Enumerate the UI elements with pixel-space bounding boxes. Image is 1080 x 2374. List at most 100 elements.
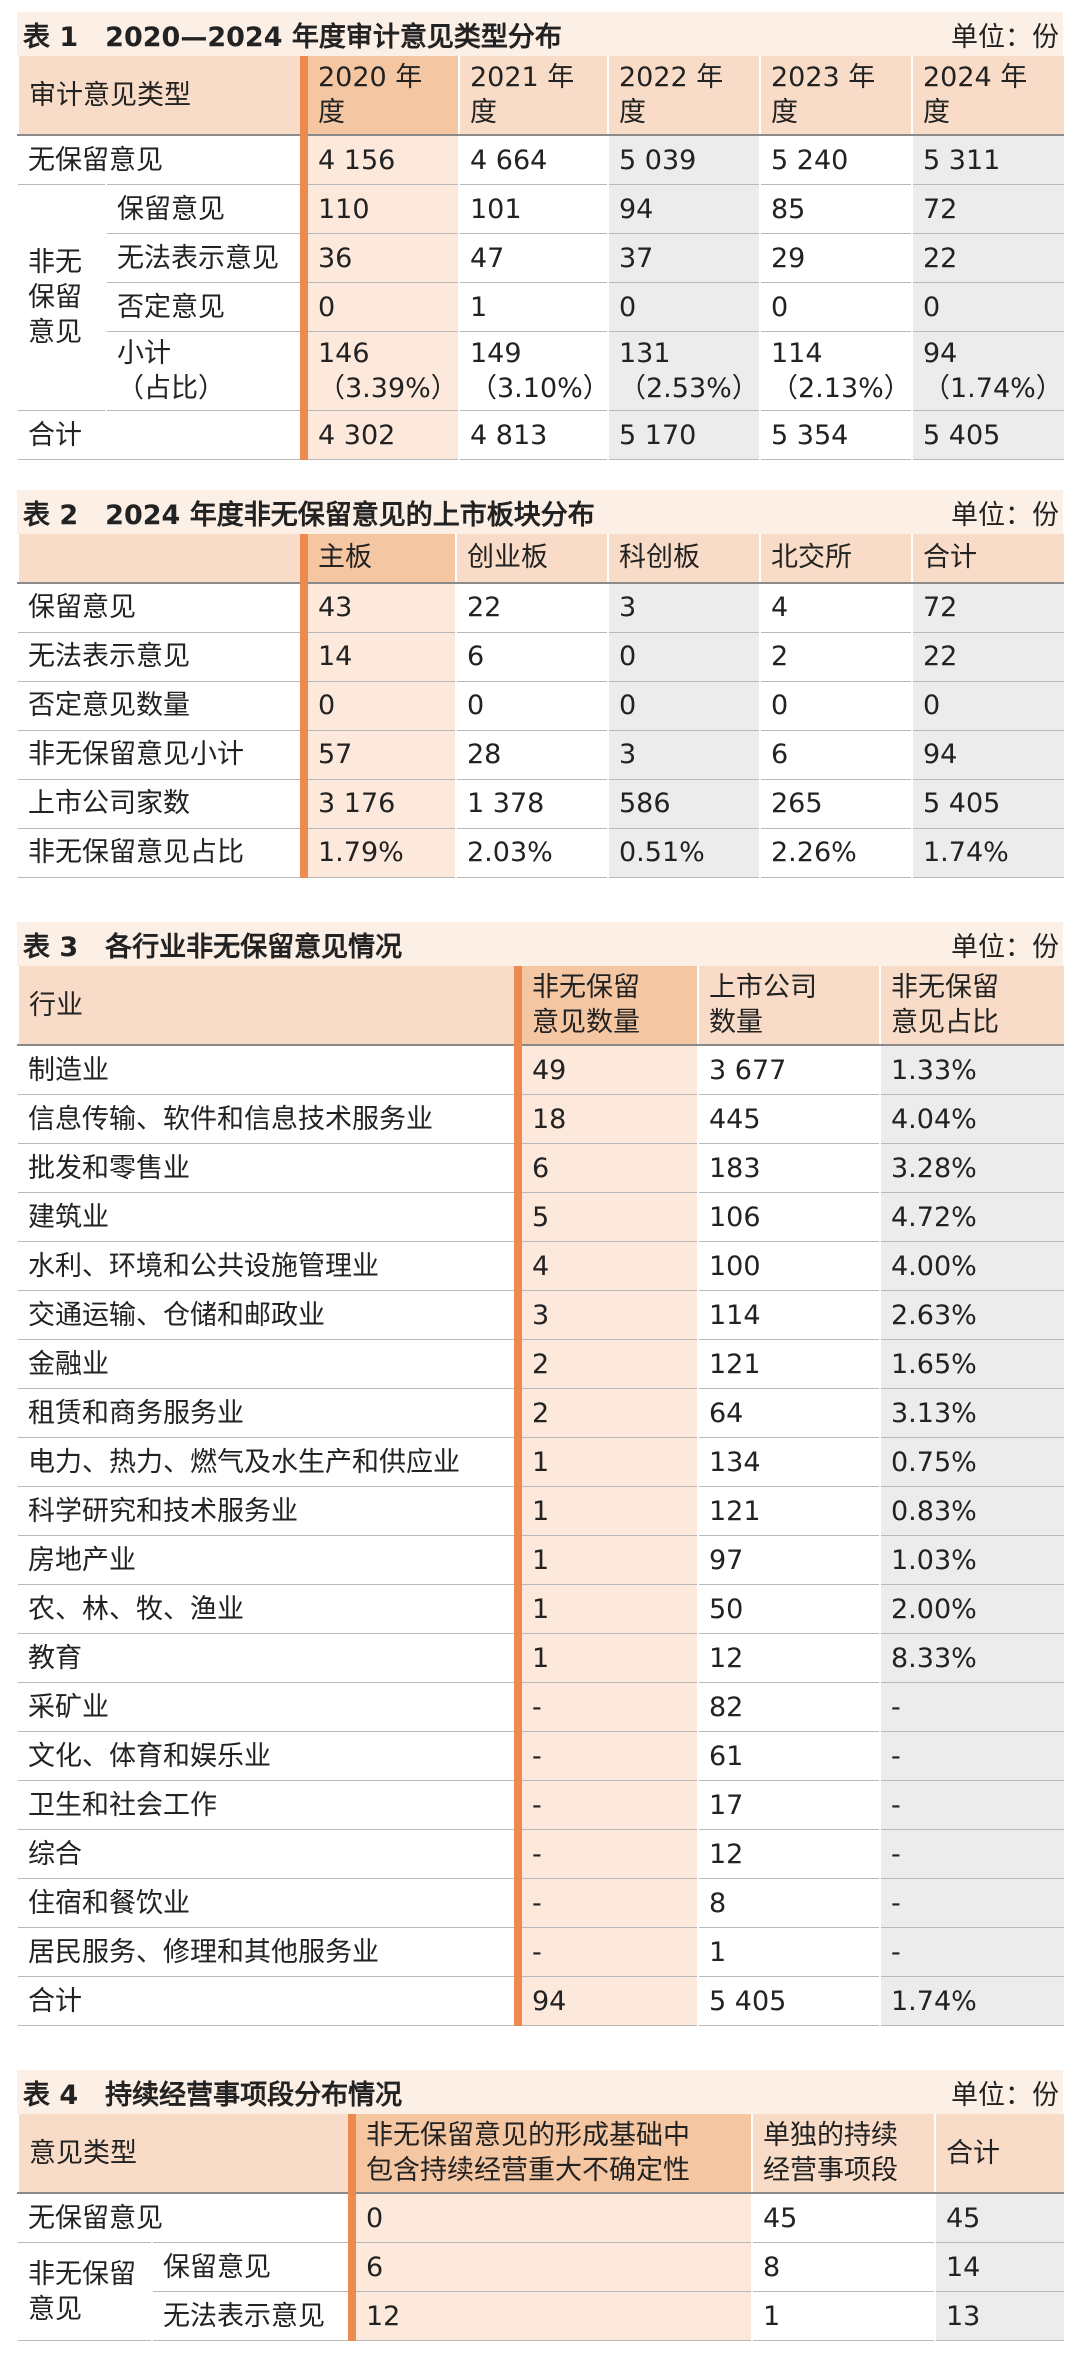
table-row: 无保留意见 0 45 45 <box>18 2193 1064 2244</box>
table-row: 科学研究和技术服务业 1 121 0.83% <box>18 1486 1064 1537</box>
table-row: 非无保留意见占比 1.79% 2.03% 0.51% 2.26% 1.74% <box>18 828 1064 878</box>
value-cell: 85 <box>759 184 912 235</box>
value-cell: 1 <box>697 1927 880 1978</box>
value-cell: 110 <box>300 184 459 235</box>
value-cell: 0 <box>911 681 1064 731</box>
value-cell: 18 <box>514 1094 698 1145</box>
value-cell: 12 <box>697 1829 880 1880</box>
label-cell: 无保留意见 <box>18 2193 352 2244</box>
header-cell: 审计意见类型 <box>17 56 304 137</box>
value-cell: 94 （1.74%） <box>911 331 1064 412</box>
label-cell: 保留意见 <box>151 2242 352 2293</box>
value-cell: - <box>879 1878 1064 1929</box>
value-cell: 0 <box>911 282 1064 333</box>
label-cell: 合计 <box>18 410 304 461</box>
label-cell: 保留意见 <box>105 184 304 235</box>
value-cell: 14 <box>300 632 456 682</box>
label-cell: 无法表示意见 <box>18 632 304 682</box>
value-cell: 8 <box>751 2242 935 2293</box>
label-cell: 小计 （占比） <box>105 331 304 412</box>
table-row: 小计 （占比） 146 （3.39%） 149 （3.10%） 131 （2.53%）… <box>18 331 1064 412</box>
value-cell: 0 <box>607 282 760 333</box>
table-section: 表 1 2020—2024 年度审计意见类型分布 单位：份 审计意见类型 2020 … <box>17 12 1064 461</box>
value-cell: 4 664 <box>458 135 608 186</box>
value-cell: - <box>879 1927 1064 1978</box>
header-cell: 2020 年度 <box>300 56 459 137</box>
header-cell: 2024 年度 <box>911 56 1064 137</box>
table-row: 无法表示意见 12 1 13 <box>18 2291 1064 2342</box>
label-cell: 租赁和商务服务业 <box>18 1388 518 1439</box>
table-row: 非无保留 意见 保留意见 6 8 14 <box>18 2242 1064 2342</box>
value-cell: 29 <box>759 233 912 284</box>
value-cell: - <box>514 1927 698 1978</box>
value-cell: 5 405 <box>697 1976 880 2027</box>
value-cell: 0 <box>607 681 760 731</box>
label-cell: 采矿业 <box>18 1682 518 1733</box>
value-cell: - <box>514 1878 698 1929</box>
value-cell: 131 （2.53%） <box>607 331 760 412</box>
table-row: 住宿和餐饮业 -8- <box>18 1878 1064 1929</box>
value-cell: 17 <box>697 1780 880 1831</box>
table-row: 保留意见 43 22 3 4 72 <box>18 583 1064 633</box>
unit: 单位：份 <box>951 2079 1059 2111</box>
value-cell: 64 <box>697 1388 880 1439</box>
header-row: 审计意见类型 2020 年度 2021 年度 2022 年度 2023 年度 2024 年… <box>17 56 1064 137</box>
value-cell: 134 <box>697 1437 880 1488</box>
value-cell: 36 <box>300 233 459 284</box>
table-row: 电力、热力、燃气及水生产和供应业 1 134 0.75% <box>18 1437 1064 1488</box>
value-cell: 45 <box>751 2193 935 2244</box>
value-cell: 2.03% <box>455 828 608 878</box>
table-row: 房地产业 1 97 1.03% <box>18 1535 1064 1586</box>
header-cell <box>17 534 304 584</box>
value-cell: 47 <box>458 233 608 284</box>
value-cell: - <box>879 1731 1064 1782</box>
value-cell: 586 <box>607 779 760 829</box>
value-cell: 22 <box>911 632 1064 682</box>
value-cell: 72 <box>911 583 1064 633</box>
value-cell: 1 <box>514 1633 698 1684</box>
value-cell: 94 <box>911 730 1064 780</box>
value-cell: 6 <box>759 730 912 780</box>
label-cell: 上市公司家数 <box>18 779 304 829</box>
table-row: 建筑业 5 106 4.72% <box>18 1192 1064 1243</box>
value-cell: 37 <box>607 233 760 284</box>
value-cell: 0 <box>348 2193 752 2244</box>
header-cell: 北交所 <box>759 534 912 584</box>
table: 行业 非无保留 意见数量 上市公司 数量 非无保留 意见占比 制造业 49 3 677 1.3… <box>17 966 1064 2027</box>
value-cell: - <box>514 1780 698 1831</box>
value-cell: 0 <box>455 681 608 731</box>
value-cell: 1.33% <box>879 1045 1064 1096</box>
label-cell: 建筑业 <box>18 1192 518 1243</box>
header-cell: 上市公司 数量 <box>697 966 880 1047</box>
label-cell: 金融业 <box>18 1339 518 1390</box>
label-cell: 批发和零售业 <box>18 1143 518 1194</box>
header-cell: 行业 <box>17 966 518 1047</box>
value-cell: 4 <box>514 1241 698 1292</box>
table-row: 金融业 2 121 1.65% <box>18 1339 1064 1390</box>
value-cell: 1 <box>458 282 608 333</box>
value-cell: 6 <box>455 632 608 682</box>
title-bar: 表 3 各行业非无保留意见情况 单位：份 <box>17 922 1063 966</box>
label-cell: 文化、体育和娱乐业 <box>18 1731 518 1782</box>
table-row: 上市公司家数 3 176 1 378 586 265 5 405 <box>18 779 1064 829</box>
label-cell: 农、林、牧、渔业 <box>18 1584 518 1635</box>
value-cell: 3.28% <box>879 1143 1064 1194</box>
header-cell: 主板 <box>300 534 456 584</box>
value-cell: 1 <box>514 1437 698 1488</box>
table-row: 否定意见数量 0 0 0 0 0 <box>18 681 1064 731</box>
value-cell: 265 <box>759 779 912 829</box>
label-cell: 否定意见 <box>105 282 304 333</box>
value-cell: 0.75% <box>879 1437 1064 1488</box>
value-cell: 149 （3.10%） <box>458 331 610 412</box>
value-cell: 3 <box>514 1290 698 1341</box>
label-cell: 电力、热力、燃气及水生产和供应业 <box>18 1437 518 1488</box>
header-row: 意见类型 非无保留意见的形成基础中 包含持续经营重大不确定性 单独的持续 经营事项段… <box>17 2114 1064 2195</box>
table-row: 文化、体育和娱乐业 -61- <box>18 1731 1064 1782</box>
value-cell: 4 813 <box>458 410 608 461</box>
label-cell: 卫生和社会工作 <box>18 1780 518 1831</box>
value-cell: 61 <box>697 1731 880 1782</box>
value-cell: 5 240 <box>759 135 912 186</box>
title-bar: 表 4 持续经营事项段分布情况 单位：份 <box>17 2070 1063 2114</box>
value-cell: 101 <box>458 184 608 235</box>
value-cell: 1 378 <box>455 779 608 829</box>
